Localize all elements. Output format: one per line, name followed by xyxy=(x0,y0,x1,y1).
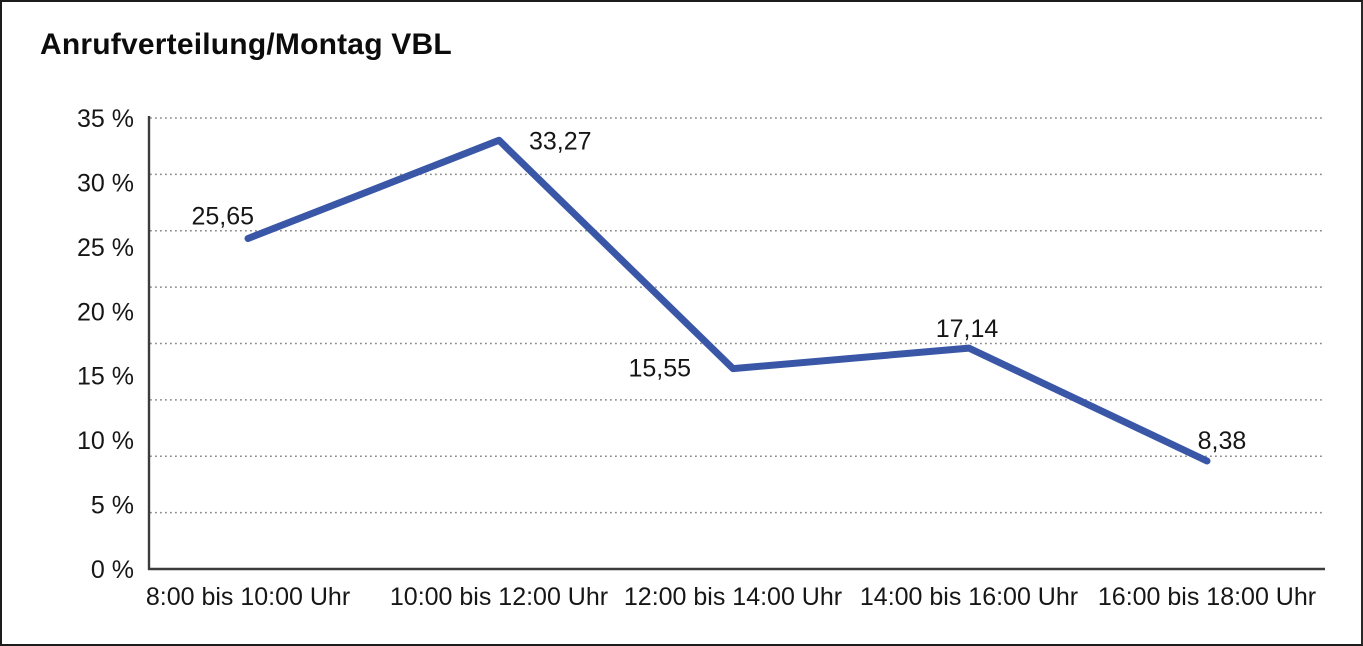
y-tick-label: 0 % xyxy=(91,556,134,584)
data-point-label: 17,14 xyxy=(936,315,999,343)
y-tick-label: 35 % xyxy=(77,105,134,133)
y-tick-label: 5 % xyxy=(91,492,134,520)
y-tick-label: 25 % xyxy=(77,234,134,262)
x-category-label: 10:00 bis 12:00 Uhr xyxy=(390,583,608,611)
x-category-label: 12:00 bis 14:00 Uhr xyxy=(624,583,842,611)
x-category-label: 16:00 bis 18:00 Uhr xyxy=(1098,583,1316,611)
y-tick-label: 30 % xyxy=(77,169,134,197)
y-tick-label: 10 % xyxy=(77,427,134,455)
data-point-label: 33,27 xyxy=(529,127,592,155)
y-tick-label: 15 % xyxy=(77,363,134,391)
data-point-label: 25,65 xyxy=(191,202,254,230)
x-category-label: 14:00 bis 16:00 Uhr xyxy=(860,583,1078,611)
y-tick-label: 20 % xyxy=(77,298,134,326)
x-category-label: 8:00 bis 10:00 Uhr xyxy=(146,583,350,611)
series-line xyxy=(244,136,1211,465)
data-point-label: 15,55 xyxy=(628,355,691,383)
data-point-label: 8,38 xyxy=(1198,427,1247,455)
chart-title: Anrufverteilung/Montag VBL xyxy=(40,28,452,61)
